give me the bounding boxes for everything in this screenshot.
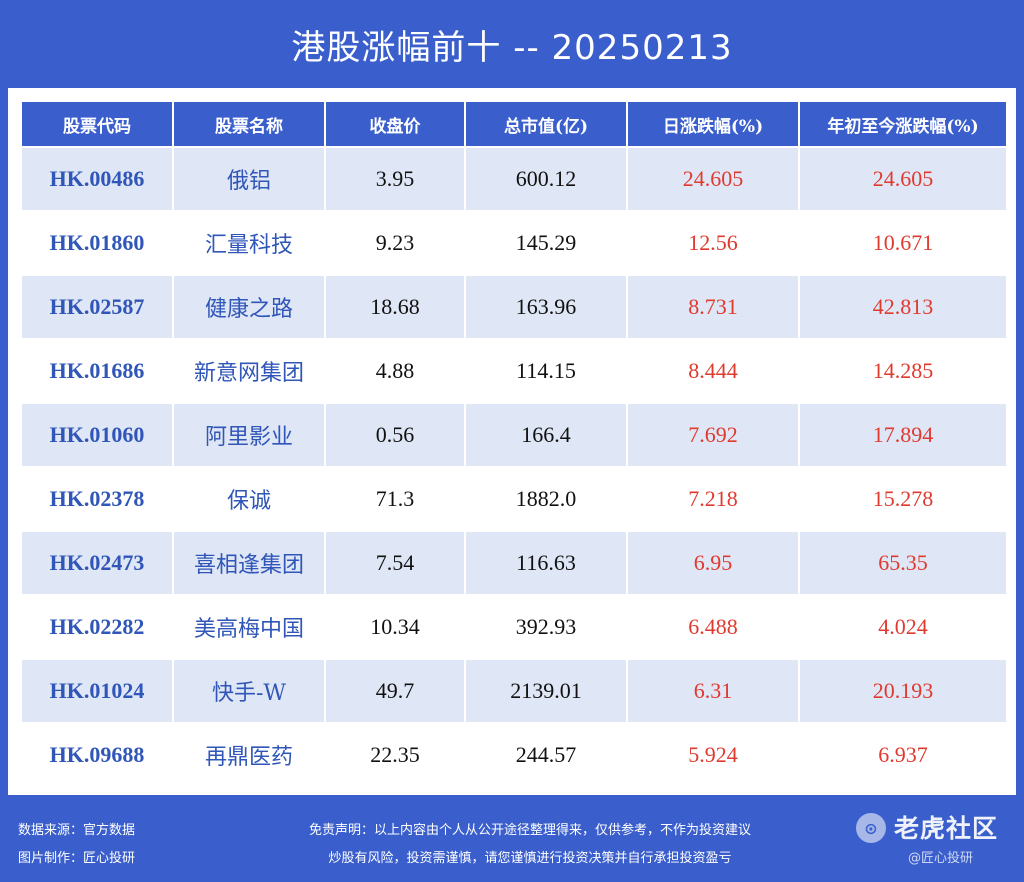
stock-name: 健康之路 <box>174 276 324 338</box>
stock-code: HK.01860 <box>22 212 172 274</box>
stock-name: 汇量科技 <box>174 212 324 274</box>
market-cap: 166.4 <box>466 404 626 466</box>
table-header-row: 股票代码 股票名称 收盘价 总市值(亿) 日涨跌幅(%) 年初至今涨跌幅(%) <box>22 102 1006 146</box>
stock-name: 快手-W <box>174 660 324 722</box>
ytd-change: 15.278 <box>800 468 1006 530</box>
header-close: 收盘价 <box>326 102 464 146</box>
stock-name: 新意网集团 <box>174 340 324 402</box>
table-row: HK.01024 快手-W 49.7 2139.01 6.31 20.193 <box>22 660 1006 722</box>
ytd-change: 14.285 <box>800 340 1006 402</box>
ytd-change: 24.605 <box>800 148 1006 210</box>
close-price: 4.88 <box>326 340 464 402</box>
header-daily-change: 日涨跌幅(%) <box>628 102 798 146</box>
image-maker: 图片制作：匠心投研 <box>18 851 136 866</box>
stock-code: HK.01024 <box>22 660 172 722</box>
close-price: 22.35 <box>326 724 464 786</box>
stock-code: HK.01686 <box>22 340 172 402</box>
close-price: 49.7 <box>326 660 464 722</box>
ytd-change: 4.024 <box>800 596 1006 658</box>
page-title: 港股涨幅前十 -- 20250213 <box>291 27 733 68</box>
disclaimer: 免责声明：以上内容由个人从公开途径整理得来，仅供参考，不作为投资建议 炒股有风险… <box>250 817 810 873</box>
stock-name: 再鼎医药 <box>174 724 324 786</box>
stock-code: HK.00486 <box>22 148 172 210</box>
table-row: HK.01686 新意网集团 4.88 114.15 8.444 14.285 <box>22 340 1006 402</box>
footer: 数据来源：官方数据 图片制作：匠心投研 免责声明：以上内容由个人从公开途径整理得… <box>0 795 1024 882</box>
daily-change: 5.924 <box>628 724 798 786</box>
daily-change: 6.488 <box>628 596 798 658</box>
daily-change: 8.444 <box>628 340 798 402</box>
stock-code: HK.02282 <box>22 596 172 658</box>
header-name: 股票名称 <box>174 102 324 146</box>
market-cap: 244.57 <box>466 724 626 786</box>
author-watermark: @匠心投研 <box>908 851 974 866</box>
market-cap: 600.12 <box>466 148 626 210</box>
stock-table: 股票代码 股票名称 收盘价 总市值(亿) 日涨跌幅(%) 年初至今涨跌幅(%) … <box>20 100 1008 788</box>
market-cap: 2139.01 <box>466 660 626 722</box>
header-code: 股票代码 <box>22 102 172 146</box>
data-source: 数据来源：官方数据 <box>18 823 136 838</box>
header-market-cap: 总市值(亿) <box>466 102 626 146</box>
table-row: HK.02473 喜相逢集团 7.54 116.63 6.95 65.35 <box>22 532 1006 594</box>
brand-watermark: ⊙ 老虎社区 @匠心投研 <box>856 803 1016 873</box>
market-cap: 145.29 <box>466 212 626 274</box>
table-row: HK.01860 汇量科技 9.23 145.29 12.56 10.671 <box>22 212 1006 274</box>
stock-name: 喜相逢集团 <box>174 532 324 594</box>
daily-change: 8.731 <box>628 276 798 338</box>
daily-change: 24.605 <box>628 148 798 210</box>
ytd-change: 6.937 <box>800 724 1006 786</box>
stock-name: 美高梅中国 <box>174 596 324 658</box>
table-row: HK.09688 再鼎医药 22.35 244.57 5.924 6.937 <box>22 724 1006 786</box>
stock-code: HK.02378 <box>22 468 172 530</box>
stock-name: 阿里影业 <box>174 404 324 466</box>
market-cap: 116.63 <box>466 532 626 594</box>
ytd-change: 42.813 <box>800 276 1006 338</box>
tiger-logo-icon: ⊙ <box>856 813 886 843</box>
table-row: HK.00486 俄铝 3.95 600.12 24.605 24.605 <box>22 148 1006 210</box>
ytd-change: 17.894 <box>800 404 1006 466</box>
stock-code: HK.02587 <box>22 276 172 338</box>
close-price: 7.54 <box>326 532 464 594</box>
close-price: 10.34 <box>326 596 464 658</box>
footer-credits: 数据来源：官方数据 图片制作：匠心投研 <box>18 817 135 873</box>
table-row: HK.01060 阿里影业 0.56 166.4 7.692 17.894 <box>22 404 1006 466</box>
table-panel: 股票代码 股票名称 收盘价 总市值(亿) 日涨跌幅(%) 年初至今涨跌幅(%) … <box>8 88 1016 795</box>
market-cap: 163.96 <box>466 276 626 338</box>
daily-change: 6.31 <box>628 660 798 722</box>
stock-code: HK.02473 <box>22 532 172 594</box>
close-price: 0.56 <box>326 404 464 466</box>
disclaimer-line-2: 炒股有风险，投资需谨慎，请您谨慎进行投资决策并自行承担投资盈亏 <box>328 851 732 866</box>
close-price: 71.3 <box>326 468 464 530</box>
table-row: HK.02378 保诚 71.3 1882.0 7.218 15.278 <box>22 468 1006 530</box>
disclaimer-line-1: 免责声明：以上内容由个人从公开途径整理得来，仅供参考，不作为投资建议 <box>308 823 751 838</box>
stock-code: HK.01060 <box>22 404 172 466</box>
stock-name: 俄铝 <box>174 148 324 210</box>
stock-code: HK.09688 <box>22 724 172 786</box>
table-row: HK.02587 健康之路 18.68 163.96 8.731 42.813 <box>22 276 1006 338</box>
stock-name: 保诚 <box>174 468 324 530</box>
daily-change: 7.218 <box>628 468 798 530</box>
daily-change: 6.95 <box>628 532 798 594</box>
ytd-change: 65.35 <box>800 532 1006 594</box>
ytd-change: 10.671 <box>800 212 1006 274</box>
close-price: 3.95 <box>326 148 464 210</box>
close-price: 9.23 <box>326 212 464 274</box>
brand-name: 老虎社区 <box>894 814 999 843</box>
header-ytd-change: 年初至今涨跌幅(%) <box>800 102 1006 146</box>
close-price: 18.68 <box>326 276 464 338</box>
table-row: HK.02282 美高梅中国 10.34 392.93 6.488 4.024 <box>22 596 1006 658</box>
ytd-change: 20.193 <box>800 660 1006 722</box>
market-cap: 114.15 <box>466 340 626 402</box>
market-cap: 1882.0 <box>466 468 626 530</box>
daily-change: 7.692 <box>628 404 798 466</box>
market-cap: 392.93 <box>466 596 626 658</box>
daily-change: 12.56 <box>628 212 798 274</box>
